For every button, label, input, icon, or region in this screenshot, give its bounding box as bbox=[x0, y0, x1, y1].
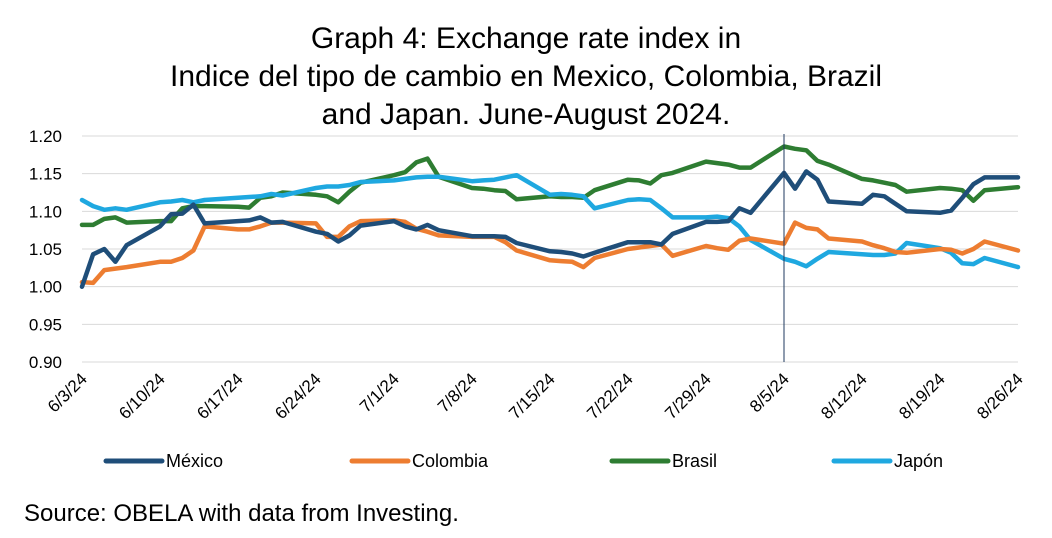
legend-label: México bbox=[166, 451, 223, 471]
x-tick-label: 6/24/24 bbox=[271, 369, 325, 423]
chart-title-line-2: Indice del tipo de cambio en Mexico, Col… bbox=[169, 60, 883, 93]
x-tick-label: 6/17/24 bbox=[193, 369, 247, 423]
x-tick-label: 7/29/24 bbox=[661, 369, 715, 423]
source-note: Source: OBELA with data from Investing. bbox=[24, 500, 459, 527]
series-line-colombia bbox=[79, 218, 1021, 286]
y-tick-label: 1.00 bbox=[29, 278, 62, 297]
x-tick-label: 7/8/24 bbox=[434, 369, 481, 416]
y-tick-label: 1.20 bbox=[29, 127, 62, 146]
x-tick-label: 7/22/24 bbox=[583, 369, 637, 423]
y-tick-label: 1.15 bbox=[29, 165, 62, 184]
chart-title: Graph 4: Exchange rate index in Indice d… bbox=[0, 20, 1052, 134]
x-tick-label: 8/19/24 bbox=[895, 369, 949, 423]
series-line-méxico bbox=[79, 169, 1021, 289]
y-tick-label: 1.05 bbox=[29, 240, 62, 259]
x-tick-label: 6/10/24 bbox=[115, 369, 169, 423]
x-tick-label: 8/12/24 bbox=[817, 369, 871, 423]
y-tick-label: 1.10 bbox=[29, 202, 62, 221]
chart-title-line-3: and Japan. June-August 2024. bbox=[321, 98, 731, 131]
x-tick-label: 6/3/24 bbox=[44, 369, 91, 416]
y-axis-ticks: 1.20 1.15 1.10 1.05 1.00 0.95 0.90 bbox=[29, 127, 62, 372]
series-line-japón bbox=[79, 172, 1021, 270]
x-axis-ticks: 6/3/24 6/10/24 6/17/24 6/24/24 7/1/24 7/8/24 7… bbox=[44, 369, 1027, 423]
y-tick-label: 0.95 bbox=[29, 315, 62, 334]
legend-label: Brasil bbox=[672, 451, 717, 471]
x-tick-label: 7/15/24 bbox=[505, 369, 559, 423]
chart-title-line-1: Graph 4: Exchange rate index in bbox=[310, 22, 742, 55]
legend: México Colombia Brasil Japón bbox=[103, 451, 943, 471]
y-tick-label: 0.90 bbox=[29, 353, 62, 372]
legend-label: Colombia bbox=[412, 451, 489, 471]
series-lines bbox=[79, 144, 1021, 289]
x-tick-label: 8/5/24 bbox=[746, 369, 793, 416]
legend-label: Japón bbox=[894, 451, 943, 471]
x-tick-label: 7/1/24 bbox=[356, 369, 403, 416]
x-tick-label: 8/26/24 bbox=[973, 369, 1027, 423]
series-line-brasil bbox=[79, 144, 1021, 228]
